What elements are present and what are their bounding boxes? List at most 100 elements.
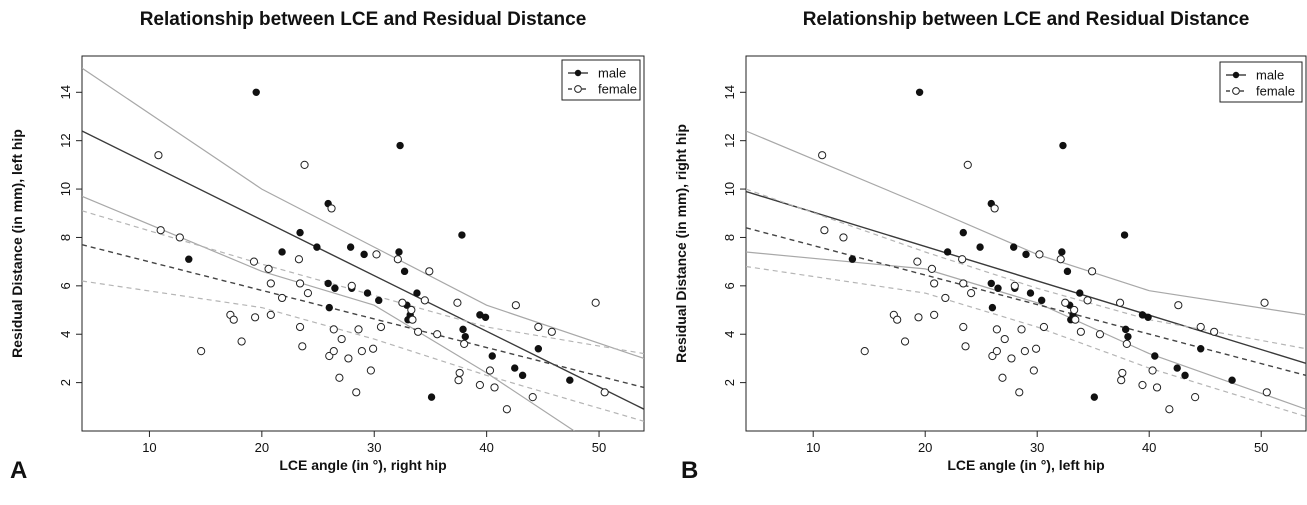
y-tick-label: 10 [722,182,737,196]
legend-box [1219,61,1303,103]
male-ci-upper [82,67,644,359]
chart-panel-a: Relationship between LCE and Residual Di… [9,9,645,484]
female-point [454,376,463,385]
female-point [1000,334,1009,344]
x-tick-label: 20 [255,440,269,455]
female-point [398,298,407,307]
x-tick-label: 50 [1254,440,1268,455]
female-point [393,255,402,264]
male-point [1076,289,1084,297]
male-fit-line [746,190,1306,364]
female-fit-line [746,227,1306,377]
male-point [396,141,404,150]
female-point [1118,368,1127,378]
female-point [250,313,260,322]
female-point [264,264,273,274]
male-point [1228,376,1236,384]
male-point [943,248,952,256]
female-point [990,204,999,213]
plot-frame [81,55,645,432]
male-point [1063,267,1072,276]
female-point [914,313,923,322]
female-point [490,383,499,392]
female-point [425,267,434,276]
male-point [296,228,304,237]
legend-marker-female [1232,87,1240,95]
female-point [327,204,336,213]
male-point [988,303,997,312]
male-point [252,88,260,96]
male-point [278,248,286,256]
female-point [1035,250,1044,259]
male-point [481,313,490,321]
female-point [511,301,520,310]
female-point [249,257,259,266]
female-point [354,325,363,334]
female-point [1117,376,1126,385]
male-point [1181,371,1189,380]
female-ci-lower [82,280,644,422]
female-point [407,305,416,315]
female-point [1017,325,1026,334]
panel-label: A [10,457,27,484]
female-fit-line [82,244,644,389]
female-point [1056,255,1065,264]
male-point [1124,332,1132,341]
regression-lines [746,130,1306,418]
female-point [1087,267,1097,276]
female-point [1210,327,1219,336]
female-point [1095,330,1105,339]
legend-label-female: female [1256,84,1295,99]
female-point [1031,344,1041,353]
female-points [818,151,1271,414]
panel-label: B [681,457,698,484]
male-point [360,250,368,259]
male-point [566,376,574,384]
female-point [369,344,378,353]
male-point [1173,364,1181,372]
male-point [534,345,543,353]
female-point [1122,339,1131,349]
male-point [1059,141,1067,150]
female-point [1010,281,1019,290]
male-point [1090,393,1099,401]
x-tick-label: 50 [592,440,606,455]
female-point [294,255,304,264]
male-point [395,248,403,256]
x-axis-label: LCE angle (in °), left hip [947,457,1104,473]
male-point [511,364,519,372]
female-point [900,337,910,346]
female-point [958,255,967,264]
male-point [363,289,372,297]
female-point [1191,393,1200,402]
female-point [961,342,970,351]
male-point [848,255,857,263]
x-tick-label: 40 [479,440,493,455]
y-tick-label: 14 [722,85,737,99]
female-point [860,347,869,356]
legend-label-male: male [598,66,626,81]
female-point [300,160,309,169]
female-point [455,368,464,378]
y-tick-label: 12 [722,133,737,147]
female-point [913,257,922,266]
male-point [400,267,409,276]
male-point [427,393,436,401]
y-tick-label: 10 [58,182,73,196]
female-point [197,347,206,356]
female-point [959,322,968,332]
female-point [820,226,829,235]
male-point [1121,325,1130,334]
female-point [475,380,484,390]
female-point [1196,322,1205,332]
female-point [277,293,287,303]
legend-marker-male [1232,71,1240,79]
female-point [1070,305,1079,315]
male-ci-upper [746,130,1306,316]
female-ci-upper [82,210,644,355]
y-axis-label: Residual Distance (in mm), left hip [9,129,25,358]
female-point [372,250,381,259]
female-point [927,264,937,274]
